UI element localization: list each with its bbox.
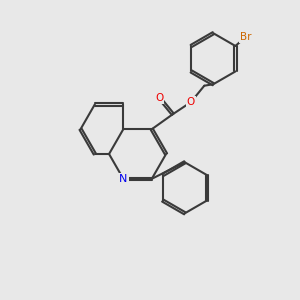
Text: Br: Br	[240, 32, 252, 42]
Text: O: O	[155, 93, 164, 103]
Text: N: N	[119, 174, 128, 184]
Text: O: O	[187, 97, 195, 107]
